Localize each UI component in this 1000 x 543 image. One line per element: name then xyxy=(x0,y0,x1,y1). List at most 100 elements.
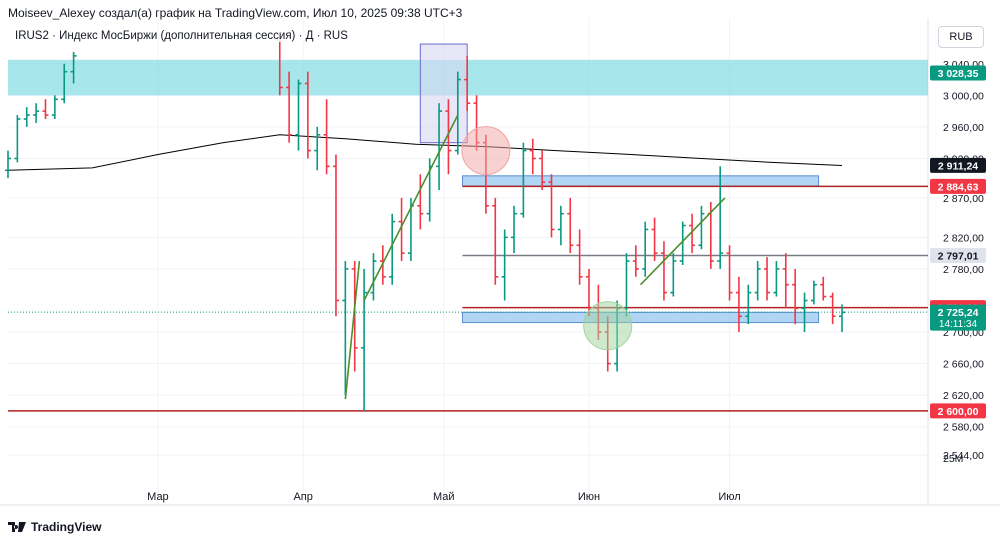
ohlc-bar xyxy=(42,99,49,120)
ohlc-bar xyxy=(33,103,40,123)
ohlc-bar xyxy=(782,253,789,309)
y-tick-label: 2 620,00 xyxy=(943,390,984,402)
ohlc-bar xyxy=(567,197,574,254)
ohlc-bar xyxy=(361,268,368,411)
ohlc-bar xyxy=(651,217,658,262)
price-label-bg xyxy=(930,65,986,81)
price-label-bg xyxy=(930,403,986,419)
ohlc-bar xyxy=(801,292,808,333)
countdown-label: 14:11:34 xyxy=(939,319,978,330)
price-label-bg xyxy=(930,178,986,194)
trend-line xyxy=(363,114,459,301)
price-label: 2 725,24 xyxy=(938,307,979,319)
moving-average-layer xyxy=(7,134,843,171)
moving-average-line xyxy=(7,134,843,171)
horizontal-lines-layer xyxy=(8,185,928,412)
ohlc-bar xyxy=(745,284,752,325)
y-tick-label: 2 960,00 xyxy=(943,122,984,134)
ohlc-bar xyxy=(323,99,330,175)
y-tick-label: 2 660,00 xyxy=(943,359,984,371)
x-tick-label: Июл xyxy=(718,491,740,503)
price-label: 3 028,35 xyxy=(938,68,979,80)
y-tick-label: 2 820,00 xyxy=(943,232,984,244)
ohlc-bar xyxy=(511,205,518,254)
ohlc-bar xyxy=(764,257,771,301)
ohlc-bar xyxy=(14,115,21,163)
lower-blue-zone xyxy=(461,311,820,324)
highlight-circle xyxy=(583,301,633,351)
price-label: 2 600,00 xyxy=(938,406,979,418)
ohlc-bar xyxy=(445,99,452,175)
annotations-layer xyxy=(344,114,726,400)
ohlc-bar xyxy=(773,261,780,297)
ohlc-bar xyxy=(698,205,705,250)
ohlc-bar xyxy=(295,79,302,151)
brand-name: TradingView xyxy=(31,520,102,534)
ohlc-bar xyxy=(398,197,405,262)
ohlc-bar xyxy=(5,150,11,179)
ohlc-bar xyxy=(61,63,68,104)
price-label: 2 911,24 xyxy=(938,160,978,172)
ohlc-bar xyxy=(679,221,686,265)
ohlc-bar xyxy=(529,138,536,175)
ohlc-bar xyxy=(576,229,583,285)
ohlc-bar xyxy=(717,166,724,269)
x-tick-label: Апр xyxy=(293,491,312,503)
highlight-circle xyxy=(461,126,511,176)
ohlc-bar xyxy=(454,71,461,155)
price-label-bg xyxy=(930,304,986,331)
ohlc-bar xyxy=(829,292,836,325)
ohlc-bar xyxy=(548,174,555,238)
time-axis[interactable]: Мар Апр Май Июн Июл xyxy=(147,491,741,503)
volume-scale-label: 25M xyxy=(943,453,963,465)
ohlc-bar xyxy=(539,150,546,191)
ohlc-bar xyxy=(332,154,339,317)
ohlc-bar xyxy=(839,304,845,333)
x-tick-label: Июн xyxy=(578,491,600,503)
ohlc-bar xyxy=(623,253,630,317)
ohlc-bar xyxy=(642,221,649,277)
grid xyxy=(0,18,1000,506)
price-label-bg xyxy=(930,157,986,173)
trend-line xyxy=(639,197,726,286)
ohlc-bar xyxy=(660,241,667,301)
tradingview-logo-icon xyxy=(8,522,26,532)
price-bars-layer xyxy=(5,36,845,411)
ohlc-bar xyxy=(389,213,396,285)
y-tick-label: 3 000,00 xyxy=(943,90,984,102)
ohlc-bar xyxy=(342,261,349,396)
ohlc-bar xyxy=(492,197,499,285)
x-tick-label: Мар xyxy=(147,491,169,503)
ohlc-bar xyxy=(792,268,799,325)
currency-button[interactable]: RUB xyxy=(938,26,984,48)
x-tick-label: Май xyxy=(433,491,455,503)
ohlc-bar xyxy=(670,253,677,297)
ohlc-bar xyxy=(314,126,321,171)
ohlc-bar xyxy=(417,174,424,230)
ohlc-bar xyxy=(726,245,733,301)
ohlc-bar xyxy=(632,245,639,277)
ohlc-bar xyxy=(735,276,742,333)
ohlc-bar xyxy=(810,280,817,305)
price-labels-layer: 3 028,352 911,242 884,632 797,012 730,99… xyxy=(930,65,986,419)
ohlc-bar xyxy=(754,261,761,301)
y-tick-label: 2 544,00 xyxy=(943,450,984,462)
price-label: 2 797,01 xyxy=(938,250,979,262)
ohlc-bar xyxy=(520,142,527,218)
tradingview-branding[interactable]: TradingView xyxy=(8,520,101,534)
highlight-rectangle xyxy=(419,43,468,144)
y-tick-label: 2 870,00 xyxy=(943,193,984,205)
price-label: 2 884,63 xyxy=(938,181,979,193)
trend-line xyxy=(344,260,361,400)
resistance-zone xyxy=(8,59,928,96)
ohlc-bar xyxy=(51,95,58,120)
ohlc-bar xyxy=(70,51,77,84)
chart-author-line: Moiseev_Alexey создал(а) график на Tradi… xyxy=(8,6,463,20)
zones-layer xyxy=(8,43,928,324)
ohlc-bar xyxy=(557,205,564,246)
symbol-info[interactable]: IRUS2 · Индекс МосБиржи (дополнительная … xyxy=(13,30,350,42)
ohlc-bar xyxy=(436,103,443,191)
ohlc-bar xyxy=(304,71,311,159)
y-tick-label: 2 780,00 xyxy=(943,264,984,276)
